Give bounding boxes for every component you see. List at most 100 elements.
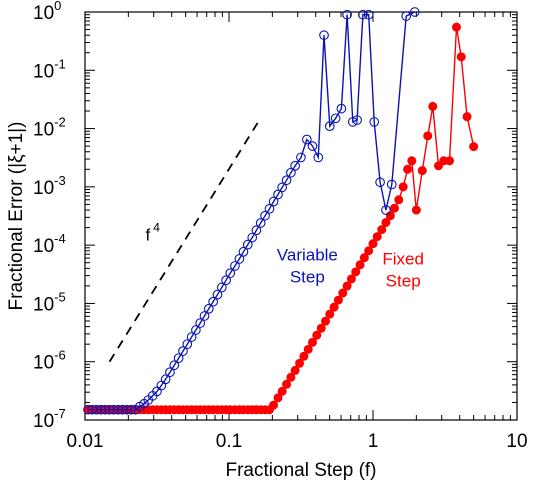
data-point — [377, 225, 387, 235]
data-point — [403, 164, 413, 174]
data-point — [299, 351, 309, 361]
data-point — [264, 203, 275, 214]
data-point — [321, 316, 331, 326]
data-point — [238, 246, 249, 257]
data-point — [165, 367, 175, 378]
data-point — [411, 205, 421, 215]
data-point — [355, 260, 365, 270]
data-point — [324, 121, 335, 132]
data-point — [296, 152, 306, 163]
data-point — [409, 7, 420, 17]
data-point — [312, 330, 322, 340]
data-point — [325, 309, 335, 319]
data-point — [462, 112, 472, 122]
data-point — [363, 9, 374, 20]
data-point — [386, 179, 397, 190]
data-point — [212, 289, 223, 300]
series-variable-step — [83, 7, 420, 415]
data-point — [417, 166, 427, 176]
data-point — [216, 282, 227, 293]
data-point — [456, 52, 466, 62]
annotations: Variable Step Fixed Step — [277, 245, 424, 290]
data-point — [186, 332, 197, 342]
series-line — [88, 26, 475, 411]
data-point — [381, 205, 391, 215]
data-point — [234, 254, 245, 264]
y-axis-title: Fractional Error (|ξ+1|) — [6, 122, 27, 311]
data-point — [342, 281, 352, 291]
data-point — [191, 325, 201, 335]
data-point — [445, 156, 455, 166]
axis-ticks — [84, 12, 517, 421]
data-point — [336, 103, 347, 114]
y-tick-label: 10-4 — [33, 231, 66, 257]
data-point — [407, 156, 417, 166]
x-tick-labels: 0.01 0.1 1 10 — [67, 431, 528, 452]
annotation-fixed: Fixed Step — [382, 249, 424, 290]
y-tick-label: 10-5 — [33, 289, 66, 315]
data-point — [346, 274, 356, 284]
y-tick-label: 10-7 — [33, 406, 66, 432]
data-point — [277, 386, 287, 396]
data-point — [329, 302, 339, 312]
data-point — [451, 22, 461, 32]
data-point — [333, 295, 343, 305]
x-tick-label: 0.1 — [216, 431, 242, 452]
data-point — [313, 152, 324, 163]
data-point — [268, 196, 279, 207]
data-point — [469, 142, 479, 152]
data-point — [277, 182, 288, 193]
reference-line-f4 — [108, 122, 259, 363]
data-point — [273, 189, 283, 200]
data-point — [255, 218, 266, 228]
data-point — [203, 303, 214, 314]
data-point — [347, 117, 358, 127]
y-tick-label: 10-6 — [33, 348, 66, 374]
annotation-variable: Variable Step — [277, 245, 338, 286]
y-tick-label: 100 — [33, 0, 61, 24]
data-point — [428, 101, 438, 111]
data-point — [290, 160, 301, 171]
data-point — [221, 275, 231, 286]
data-point — [369, 117, 380, 127]
y-tick-label: 10-1 — [33, 56, 66, 82]
data-point — [295, 358, 305, 368]
data-point — [351, 267, 361, 277]
data-point — [330, 113, 341, 124]
data-point — [282, 379, 292, 389]
data-point — [364, 246, 374, 256]
data-point — [208, 296, 218, 307]
x-tick-label: 10 — [506, 431, 527, 452]
data-point — [260, 210, 270, 221]
x-axis-title: Fractional Step (f) — [226, 460, 377, 481]
data-point — [281, 175, 292, 186]
data-series — [83, 7, 479, 415]
data-point — [423, 131, 433, 141]
x-tick-label: 0.01 — [67, 431, 104, 452]
data-point — [375, 177, 385, 188]
data-point — [251, 225, 262, 236]
y-tick-label: 10-2 — [33, 115, 66, 141]
data-point — [242, 239, 253, 250]
data-point — [301, 134, 312, 145]
plot-frame — [84, 11, 518, 421]
x-tick-label: 1 — [368, 431, 379, 452]
data-point — [342, 9, 352, 20]
series-line — [88, 11, 416, 411]
data-point — [126, 404, 136, 415]
data-point — [401, 11, 412, 21]
data-point — [319, 30, 329, 41]
data-point — [358, 9, 368, 20]
data-point — [381, 217, 391, 227]
data-point — [169, 360, 180, 371]
y-tick-labels: 10-7 10-6 10-5 10-4 10-3 10-2 10-1 100 — [33, 0, 66, 432]
data-point — [352, 115, 362, 125]
data-point — [398, 182, 408, 192]
data-point — [338, 288, 348, 298]
data-point — [368, 239, 378, 249]
data-point — [247, 232, 258, 243]
data-point — [269, 400, 279, 410]
data-point — [225, 268, 236, 279]
